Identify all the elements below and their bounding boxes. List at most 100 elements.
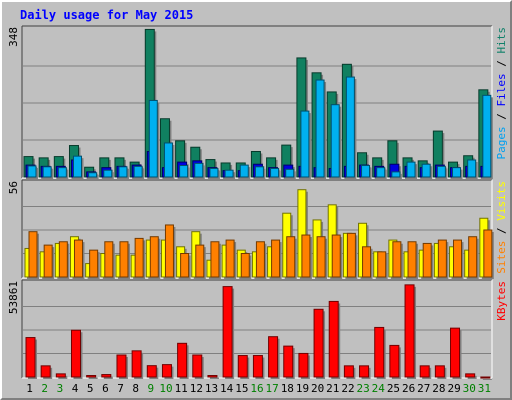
sites-bar-day-25: [392, 241, 403, 279]
sites-bar-day-13: [210, 241, 221, 279]
sites-bar-day-11: [180, 253, 191, 279]
kbytes-bar-day-31: [480, 376, 492, 380]
x-tick-label: 24: [372, 382, 386, 395]
pages-bar-day-24: [376, 167, 387, 179]
pages-bar-day-4: [72, 155, 84, 179]
x-tick-label: 30: [463, 382, 476, 395]
sites-bar-day-6: [104, 241, 115, 279]
series-label: Pages: [495, 126, 508, 159]
x-tick-label: 12: [190, 382, 203, 395]
sites-bar-day-29: [453, 239, 464, 279]
x-tick-label: 5: [87, 382, 94, 395]
kbytes-bar-day-18: [283, 345, 295, 379]
pages-bar-day-2: [42, 166, 54, 179]
sites-bar-day-18: [286, 236, 297, 279]
sites-bar-day-14: [225, 239, 237, 279]
x-tick-label: 9: [148, 382, 155, 395]
pages-bar-day-6: [103, 169, 114, 179]
kbytes-bar-day-29: [450, 327, 462, 379]
kbytes-bar-day-7: [116, 354, 128, 379]
pages-bar-day-14: [224, 169, 236, 179]
x-tick-label: 6: [102, 382, 109, 395]
kbytes-bar-day-16: [252, 355, 265, 379]
kbytes-bar-day-8: [131, 350, 144, 379]
series-label: Hits: [495, 27, 508, 54]
sites-bar-day-31: [483, 229, 494, 279]
kbytes-bar-day-30: [465, 373, 477, 379]
kbytes-bar-day-22: [343, 365, 356, 379]
series-labels-kbytes: KBytes: [495, 281, 508, 321]
sites-bar-day-10: [164, 224, 176, 279]
x-tick-label: 25: [387, 382, 400, 395]
max-label-sites-visits: 56: [7, 181, 20, 194]
pages-bar-day-28: [436, 165, 448, 179]
kbytes-bar-day-20: [313, 308, 326, 379]
x-tick-label: 22: [341, 382, 354, 395]
kbytes-bar-day-28: [434, 365, 447, 379]
kbytes-bar-day-23: [359, 365, 371, 379]
sites-bar-day-9: [149, 236, 161, 279]
pages-bar-day-1: [27, 165, 38, 179]
kbytes-bar-day-19: [298, 352, 310, 379]
sites-bar-day-2: [43, 244, 55, 279]
kbytes-bar-day-25: [389, 344, 401, 379]
sites-bar-day-16: [255, 241, 267, 279]
x-tick-label: 1: [26, 382, 33, 395]
sites-bar-day-4: [73, 239, 85, 279]
sites-bar-day-7: [119, 241, 130, 279]
sites-bar-day-1: [28, 231, 39, 279]
sites-bar-day-8: [134, 237, 146, 279]
x-tick-label: 4: [72, 382, 79, 395]
pages-bar-day-26: [406, 161, 418, 179]
x-tick-label: 18: [281, 382, 294, 395]
sites-bar-day-19: [301, 234, 312, 279]
pages-bar-day-9: [148, 99, 160, 179]
sites-bar-day-26: [407, 241, 419, 279]
x-axis: 1 2 3 4 5 6 7 8 9 10 11 12 13 14 15 16 17 18 19 20 21 22 23 24 2…: [26, 382, 491, 395]
series-label: /: [495, 54, 508, 74]
x-tick-label: 26: [402, 382, 415, 395]
x-tick-label: 29: [447, 382, 460, 395]
pages-bar-day-29: [452, 167, 463, 179]
x-tick-label: 11: [175, 382, 188, 395]
pages-bar-day-5: [88, 172, 99, 179]
sites-bar-day-22: [346, 232, 358, 279]
series-label: KBytes: [495, 281, 508, 321]
kbytes-bar-day-1: [25, 337, 37, 379]
sites-bar-day-23: [362, 246, 373, 279]
kbytes-bar-day-10: [161, 364, 174, 379]
pages-bar-day-23: [361, 165, 372, 179]
kbytes-bar-day-24: [374, 326, 386, 379]
pages-bar-day-31: [482, 94, 493, 179]
pages-bar-day-16: [254, 166, 266, 179]
sites-bar-day-20: [316, 236, 328, 279]
pages-bar-day-19: [300, 110, 311, 179]
sites-bar-day-24: [377, 251, 388, 279]
chart-title: Daily usage for May 2015: [20, 8, 193, 22]
pages-bar-day-10: [163, 142, 175, 179]
x-tick-label: 2: [41, 382, 48, 395]
series-label: Sites: [495, 241, 508, 274]
x-tick-label: 15: [235, 382, 248, 395]
x-tick-label: 7: [117, 382, 124, 395]
pages-bar-day-15: [239, 164, 251, 179]
sites-bar-day-3: [58, 241, 70, 279]
sites-bar-day-5: [89, 249, 100, 279]
kbytes-bar-day-12: [192, 354, 204, 379]
kbytes-bar-day-26: [404, 284, 417, 379]
max-label-kbytes: 53861: [7, 281, 20, 314]
x-tick-label: 14: [220, 382, 234, 395]
kbytes-bar-day-15: [237, 355, 250, 379]
x-tick-label: 19: [296, 382, 309, 395]
kbytes-bar-day-2: [40, 365, 53, 379]
kbytes-bar-day-27: [419, 365, 432, 379]
pages-bar-day-20: [315, 79, 327, 179]
x-tick-label: 16: [250, 382, 263, 395]
kbytes-bar-day-14: [222, 286, 235, 379]
kbytes-bar-day-9: [146, 365, 159, 379]
pages-bar-day-3: [57, 167, 69, 179]
pages-bar-day-8: [133, 165, 145, 179]
series-labels-pages-files-hits: Pages / Files / Hits: [495, 27, 508, 160]
